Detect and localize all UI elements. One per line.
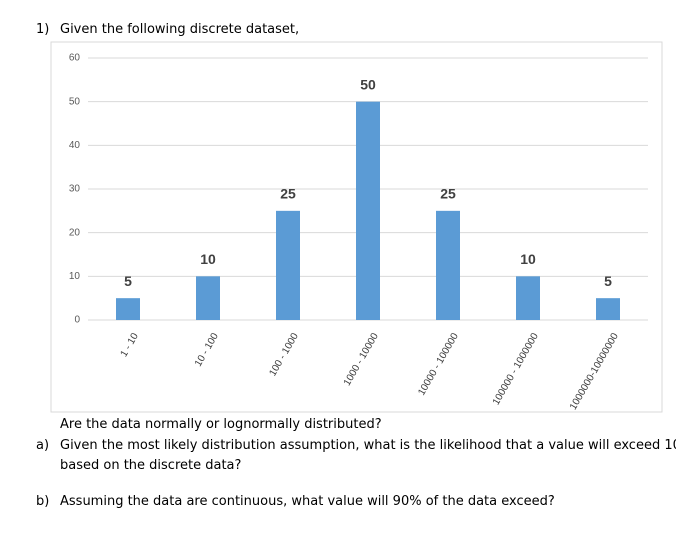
bar [116,298,140,320]
data-label: 25 [440,186,456,202]
bar [436,210,460,320]
data-label: 10 [200,251,216,267]
data-label: 50 [360,76,376,92]
question-number: 1) [36,22,50,37]
data-label: 5 [604,273,612,289]
bar [356,101,380,321]
bar [516,276,540,320]
question-text: Given the following discrete dataset, [60,22,300,37]
y-tick-label: 50 [69,96,81,107]
part-label: a) [36,438,50,453]
y-tick-label: 20 [69,227,81,238]
y-tick-label: 0 [74,315,80,326]
bar [276,210,300,320]
data-label: 25 [280,186,296,202]
bar [196,276,220,320]
part-text: Assuming the data are continuous, what v… [60,494,555,509]
data-label: 10 [520,251,536,267]
part-label: b) [36,494,50,509]
y-tick-label: 60 [69,53,81,64]
part-text: Given the most likely distribution assum… [60,438,676,453]
y-tick-label: 40 [69,140,81,151]
data-label: 5 [124,273,132,289]
y-tick-label: 30 [69,184,81,195]
prompt: Are the data normally or lognormally dis… [60,417,382,432]
bar [596,298,620,320]
y-tick-label: 10 [69,271,81,282]
part-text: based on the discrete data? [60,458,242,473]
